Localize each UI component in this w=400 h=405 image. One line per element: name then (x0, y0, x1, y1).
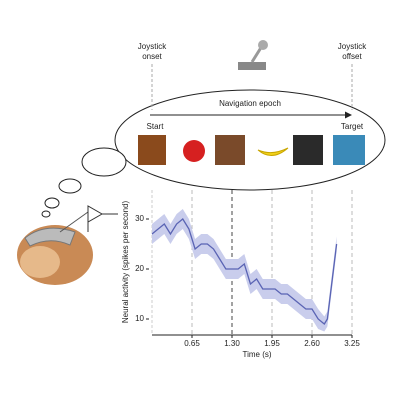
x-tick-label: 3.25 (344, 339, 360, 348)
epoch-label: Navigation epoch (219, 99, 281, 108)
onset-label: onset (142, 52, 162, 61)
thought-bubbles (41, 147, 127, 218)
arrow-head (345, 111, 352, 119)
start-label: Start (147, 122, 165, 131)
monkey-illustration (17, 205, 118, 285)
onset-label: Joystick (138, 42, 167, 51)
joystick-icon (238, 40, 268, 70)
y-tick-label: 30 (135, 214, 144, 223)
x-tick-label: 1.30 (224, 339, 240, 348)
x-tick-label: 1.95 (264, 339, 280, 348)
x-tick-label: 2.60 (304, 339, 320, 348)
stimulus-images (138, 135, 365, 165)
y-tick-label: 20 (135, 264, 144, 273)
target-label: Target (341, 122, 364, 131)
y-tick-label: 10 (135, 314, 144, 323)
error-band (152, 209, 337, 332)
offset-label: offset (342, 52, 362, 61)
x-axis-label: Time (s) (242, 350, 271, 359)
offset-label: Joystick (338, 42, 367, 51)
data-line (151, 218, 338, 325)
x-tick-label: 0.65 (184, 339, 200, 348)
y-axis-label: Neural activity (spikes per second) (121, 201, 130, 324)
